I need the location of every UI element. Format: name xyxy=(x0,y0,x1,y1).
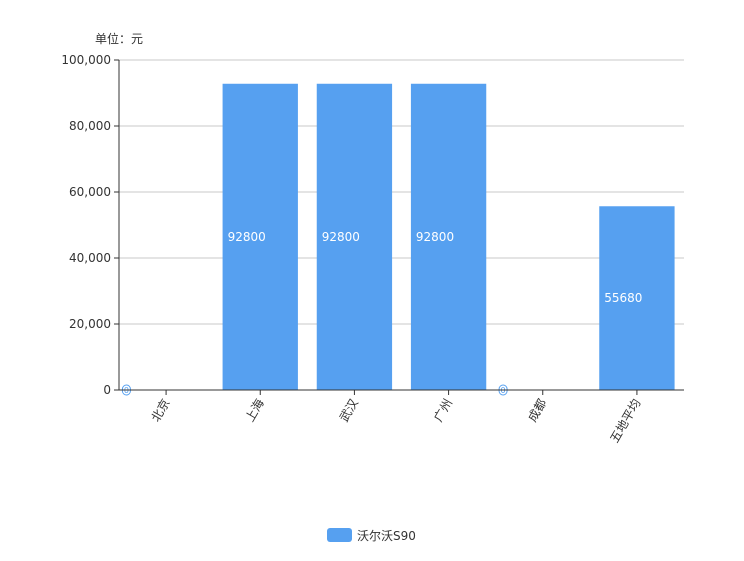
axes xyxy=(118,60,684,391)
y-tick-label: 0 xyxy=(103,383,111,397)
y-tick-label: 100,000 xyxy=(61,53,111,67)
y-tick-label: 20,000 xyxy=(69,317,111,331)
bar-value-label: 92800 xyxy=(228,230,266,244)
legend[interactable]: 沃尔沃S90 xyxy=(327,528,416,543)
x-axis-ticks: 北京 上海 武汉 广州 成都 五地平均 xyxy=(149,390,644,445)
y-tick-label: 80,000 xyxy=(69,119,111,133)
bar xyxy=(410,83,487,390)
bar-value-label: 92800 xyxy=(322,230,360,244)
unit-label: 单位：元 xyxy=(95,31,143,46)
legend-label[interactable]: 沃尔沃S90 xyxy=(357,528,416,543)
x-tick-label: 上海 xyxy=(242,396,267,424)
bar-value-label: 92800 xyxy=(416,230,454,244)
y-tick-label: 60,000 xyxy=(69,185,111,199)
gridlines xyxy=(119,59,684,325)
bar xyxy=(599,206,675,390)
bar xyxy=(222,83,298,390)
y-axis-ticks: 0 20,000 40,000 60,000 80,000 100,000 xyxy=(61,53,119,397)
legend-swatch[interactable] xyxy=(327,528,352,542)
x-tick-label: 五地平均 xyxy=(607,397,643,446)
x-tick-label: 广州 xyxy=(431,397,455,425)
bar-value-label: 55680 xyxy=(604,291,642,305)
y-tick-label: 40,000 xyxy=(69,251,111,265)
x-tick-label: 成都 xyxy=(525,397,549,425)
x-tick-label: 武汉 xyxy=(337,397,361,425)
bars: 0928009280092800055680 xyxy=(121,83,675,396)
x-tick-label: 北京 xyxy=(149,397,173,425)
bar xyxy=(316,83,393,390)
